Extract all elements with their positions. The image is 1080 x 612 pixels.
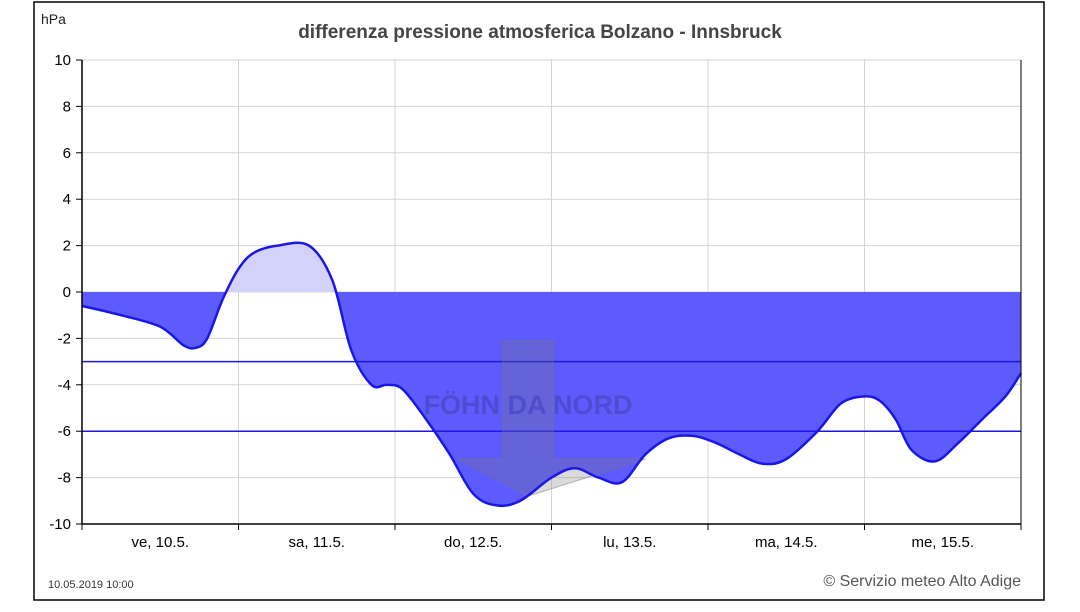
y-tick-label: -6 (58, 423, 71, 440)
x-tick-label: sa, 11.5. (289, 534, 345, 551)
series-line (81, 241, 1023, 508)
x-tick-label: ve, 10.5. (131, 534, 189, 551)
y-tick-label: 2 (63, 238, 71, 255)
foehn-arrow (457, 340, 646, 497)
x-tick-label: do, 12.5. (444, 534, 502, 551)
y-axis-label: hPa (41, 11, 66, 27)
y-tick-label: -4 (58, 377, 71, 394)
chart-title: differenza pressione atmosferica Bolzano… (298, 22, 782, 43)
footer-credit: © Servizio meteo Alto Adige (823, 573, 1021, 590)
y-tick-label: -8 (58, 470, 71, 487)
positive-area (82, 242, 1021, 292)
y-tick-label: 10 (54, 52, 71, 69)
x-tick-label: me, 15.5. (911, 534, 974, 551)
x-tick-label: lu, 13.5. (603, 534, 656, 551)
negative-area (82, 292, 1021, 506)
y-tick-label: 4 (63, 191, 71, 208)
axes: 10 8 6 4 2 0 -2 -4 -6 -8 -10 ve, 10.5. sa, 11.5. do, … (49, 52, 1022, 551)
y-tick-label: -10 (49, 516, 71, 533)
y-tick-label: 8 (63, 98, 71, 115)
foehn-annotation: FÖHN DA NORD (424, 390, 633, 420)
plot-area: FÖHN DA NORD (81, 241, 1023, 508)
y-tick-label: -2 (58, 330, 71, 347)
y-tick-label: 6 (63, 145, 71, 162)
footer-date: 10.05.2019 10:00 (48, 579, 134, 591)
y-tick-label: 0 (63, 284, 71, 301)
x-tick-label: ma, 14.5. (755, 534, 818, 551)
